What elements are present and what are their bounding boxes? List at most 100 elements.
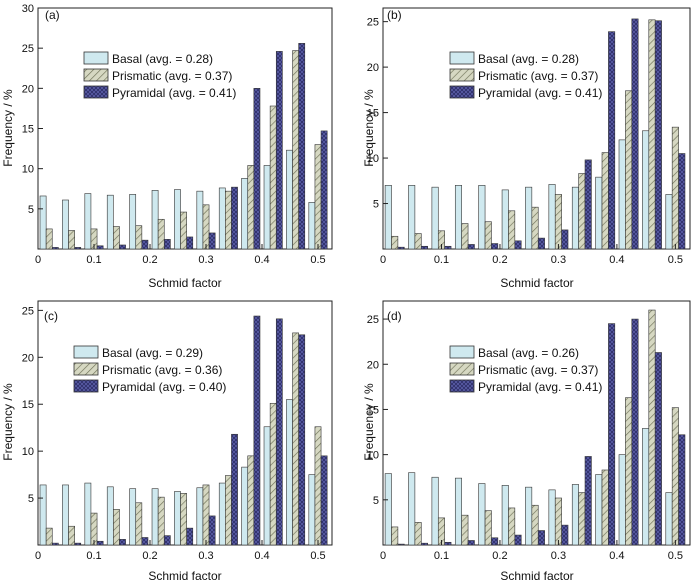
- bar-pyramidal-7: [208, 232, 216, 250]
- bar-basal-6: [174, 491, 181, 546]
- bar-pyramidal-9: [608, 323, 616, 546]
- bar-pyramidal-7: [561, 524, 569, 546]
- bar-prismatic-3: [113, 509, 120, 546]
- bar-prismatic-9: [247, 455, 255, 546]
- bar-pyramidal-2: [96, 245, 104, 250]
- bar-basal-7: [196, 487, 204, 546]
- legend-label-basal: Basal (avg. = 0.29): [102, 346, 203, 360]
- bar-basal-2: [431, 186, 439, 250]
- x-tick-label: 0.2: [492, 254, 507, 266]
- x-tick-label: 0.4: [254, 550, 269, 562]
- x-tick-label: 0: [380, 550, 386, 562]
- legend: Basal (avg. = 0.28) Prismatic (avg. = 0.3…: [449, 51, 602, 100]
- legend-swatch-basal: [449, 51, 475, 65]
- x-tick-label: 0.4: [254, 254, 269, 266]
- bar-basal-8: [571, 186, 579, 250]
- legend-label-pyramidal: Pyramidal (avg. = 0.41): [478, 86, 602, 100]
- legend-swatch-pyramidal: [73, 379, 99, 393]
- bar-prismatic-3: [113, 226, 120, 250]
- legend-label-basal: Basal (avg. = 0.28): [112, 52, 213, 66]
- bar-prismatic-9: [601, 152, 609, 250]
- y-axis-label: Frequency / %: [362, 383, 376, 461]
- bar-pyramidal-5: [163, 239, 171, 250]
- y-tick-label: 20: [367, 62, 379, 74]
- bar-pyramidal-2: [96, 540, 104, 546]
- bar-pyramidal-2: [444, 541, 452, 546]
- bar-basal-1: [62, 199, 69, 250]
- bar-pyramidal-4: [491, 537, 499, 546]
- legend-label-prismatic: Prismatic (avg. = 0.37): [478, 363, 598, 377]
- bar-pyramidal-12: [678, 153, 686, 250]
- bar-prismatic-11: [648, 309, 656, 546]
- legend-label-prismatic: Prismatic (avg. = 0.37): [112, 69, 232, 83]
- x-tick-label: 0.2: [142, 550, 157, 562]
- bar-basal-1: [62, 484, 69, 546]
- bar-basal-2: [84, 482, 92, 546]
- x-axis-label: Schmid factor: [148, 276, 221, 290]
- bar-basal-9: [241, 178, 249, 250]
- bar-prismatic-3: [461, 223, 469, 250]
- bar-prismatic-10: [625, 397, 633, 546]
- bar-pyramidal-12: [678, 434, 686, 546]
- bar-pyramidal-1: [420, 245, 428, 250]
- y-tick-label: 30: [22, 3, 34, 15]
- x-tick-label: 0: [35, 550, 41, 562]
- bar-prismatic-1: [414, 522, 422, 546]
- bar-prismatic-1: [68, 230, 75, 250]
- bar-pyramidal-0: [51, 247, 59, 250]
- bar-basal-3: [454, 185, 462, 250]
- bar-pyramidal-0: [397, 246, 405, 250]
- y-tick-label: 25: [22, 305, 34, 317]
- bar-basal-4: [478, 483, 486, 546]
- bar-basal-9: [595, 474, 603, 546]
- bar-pyramidal-12: [320, 130, 328, 250]
- bar-prismatic-4: [135, 502, 143, 546]
- panels-group: 0 0.1 0.2 0.3 0.4 0.5 5 10 15 20 25 30 Schmid factor…: [1, 3, 691, 583]
- bar-basal-8: [218, 482, 226, 546]
- x-tick-label: 0.3: [551, 254, 566, 266]
- legend-swatch-prismatic: [449, 362, 475, 376]
- bar-basal-12: [665, 194, 673, 250]
- x-tick-label: 0.1: [434, 550, 449, 562]
- bar-pyramidal-7: [208, 515, 216, 546]
- x-tick-label: 0.3: [198, 254, 213, 266]
- bar-prismatic-11: [292, 50, 299, 250]
- bar-prismatic-10: [269, 105, 277, 250]
- bar-pyramidal-1: [74, 542, 82, 546]
- bar-prismatic-11: [648, 19, 656, 250]
- bar-prismatic-4: [484, 221, 492, 250]
- bar-basal-12: [665, 492, 673, 546]
- x-axis-label: Schmid factor: [500, 569, 573, 583]
- bar-basal-11: [642, 130, 650, 250]
- bar-basal-12: [308, 474, 316, 546]
- bar-pyramidal-5: [163, 535, 171, 546]
- bar-prismatic-12: [314, 426, 322, 546]
- bar-pyramidal-10: [631, 18, 639, 250]
- bar-prismatic-12: [671, 126, 679, 250]
- y-tick-label: 15: [367, 404, 379, 416]
- bar-prismatic-8: [578, 173, 586, 250]
- bar-prismatic-6: [531, 206, 539, 250]
- x-tick-label: 0.5: [668, 254, 683, 266]
- bar-basal-4: [129, 488, 137, 546]
- x-tick-label: 0: [35, 254, 41, 266]
- x-tick-label: 0.4: [609, 254, 624, 266]
- x-tick-label: 0.2: [492, 550, 507, 562]
- bar-pyramidal-3: [467, 540, 475, 546]
- bar-pyramidal-6: [186, 527, 194, 546]
- y-tick-label: 15: [367, 108, 379, 120]
- legend-swatch-prismatic: [449, 68, 475, 82]
- legend-label-basal: Basal (avg. = 0.26): [478, 346, 579, 360]
- x-tick-label: 0.5: [310, 254, 325, 266]
- bar-basal-0: [39, 195, 47, 250]
- bar-prismatic-7: [554, 194, 562, 250]
- bar-pyramidal-1: [420, 542, 428, 546]
- bar-pyramidal-9: [253, 315, 261, 546]
- bar-prismatic-9: [601, 469, 609, 546]
- bar-basal-11: [642, 428, 650, 546]
- panel-tag: (d): [387, 309, 402, 323]
- bar-basal-7: [196, 190, 204, 250]
- y-tick-label: 25: [367, 314, 379, 326]
- bar-prismatic-0: [45, 527, 53, 546]
